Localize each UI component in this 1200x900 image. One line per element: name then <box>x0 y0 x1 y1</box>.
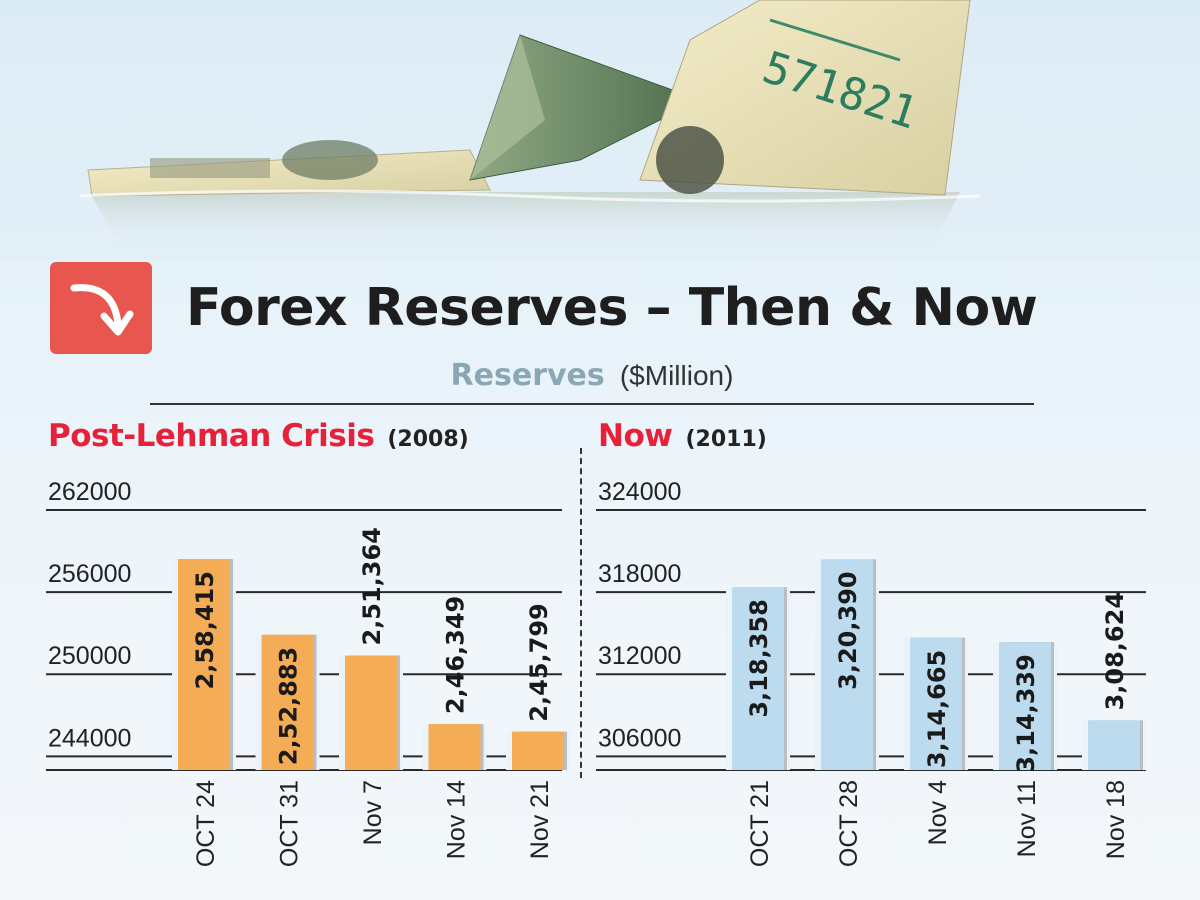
panel-year-2011: (2011) <box>685 427 767 452</box>
bar <box>1088 720 1140 770</box>
unit-label: ($Million) <box>619 360 734 391</box>
bar-value-label: 2,58,415 <box>191 571 219 689</box>
bar-value-label: 3,20,390 <box>834 571 862 689</box>
y-tick-label: 250000 <box>48 642 131 670</box>
bar <box>428 724 481 770</box>
bar-value-label: 2,46,349 <box>442 596 470 714</box>
x-category-label: Nov 14 <box>443 780 471 859</box>
y-tick-label: 244000 <box>48 724 131 752</box>
x-category-label: OCT 21 <box>746 780 774 867</box>
bar <box>178 559 230 770</box>
x-category-label: Nov 18 <box>1102 780 1130 859</box>
bar-value-label: 2,45,799 <box>525 603 553 721</box>
subtitle: Reserves <box>450 358 605 393</box>
x-category-label: OCT 24 <box>192 780 220 867</box>
bar <box>910 637 962 770</box>
x-category-label: Nov 4 <box>924 780 952 845</box>
chart-title: Forex Reserves – Then & Now <box>186 278 1038 338</box>
panel-title-2008: Post-Lehman Crisis <box>48 418 375 454</box>
x-category-label: Nov 21 <box>526 780 554 859</box>
panel-title-2011: Now <box>598 418 673 454</box>
y-tick-label: 306000 <box>598 724 681 752</box>
subtitle-row: Reserves ($Million) <box>150 358 1034 393</box>
x-category-label: OCT 31 <box>276 780 304 867</box>
bar <box>261 634 314 770</box>
bar-value-label: 2,51,364 <box>358 527 386 645</box>
panel-year-2008: (2008) <box>387 427 469 452</box>
y-tick-label: 312000 <box>598 642 681 670</box>
bar-value-label: 3,18,358 <box>745 599 773 717</box>
bar-value-label: 3,14,665 <box>923 650 951 768</box>
bar <box>345 655 397 770</box>
x-category-label: Nov 7 <box>359 780 387 845</box>
bar <box>732 587 784 770</box>
curved-down-arrow-icon <box>50 262 152 354</box>
y-tick-label: 318000 <box>598 560 681 588</box>
bar-value-label: 3,08,624 <box>1101 592 1129 710</box>
bar-value-label: 2,52,883 <box>275 647 303 765</box>
y-tick-label: 324000 <box>598 478 681 506</box>
subtitle-rule <box>150 403 1034 405</box>
panel-heading-2011: Now (2011) <box>598 418 767 454</box>
sinking-money-boat-illustration: 571821 <box>0 0 1200 260</box>
x-category-label: OCT 28 <box>835 780 863 867</box>
bar <box>512 731 564 770</box>
bar <box>821 559 873 770</box>
x-category-label: Nov 11 <box>1013 780 1041 857</box>
panel-heading-2008: Post-Lehman Crisis (2008) <box>48 418 469 454</box>
panel-divider <box>580 448 582 778</box>
y-tick-label: 256000 <box>48 560 131 588</box>
bar-value-label: 3,14,339 <box>1012 654 1040 772</box>
title-block: Forex Reserves – Then & Now <box>50 262 1038 354</box>
y-tick-label: 262000 <box>48 478 131 506</box>
bar <box>999 642 1051 770</box>
